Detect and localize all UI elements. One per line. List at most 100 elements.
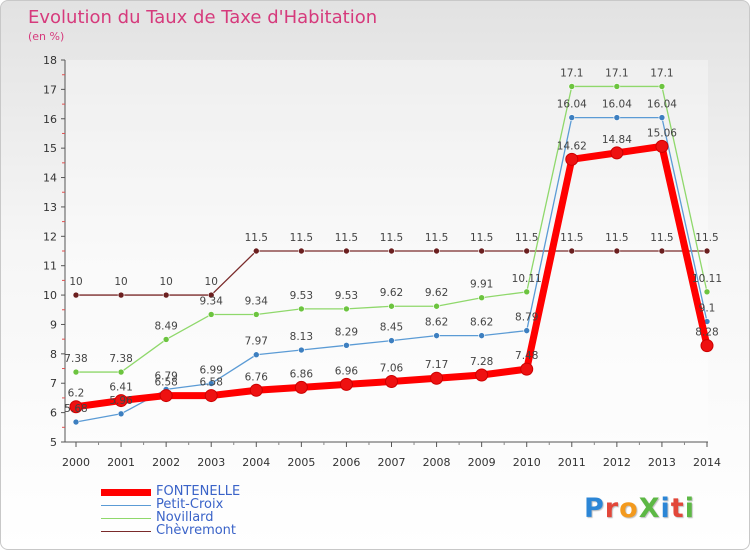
legend-swatch-chevremont — [101, 531, 151, 532]
data-point — [568, 83, 576, 90]
y-tick-label: 7 — [50, 377, 57, 390]
data-label: 6.58 — [200, 377, 223, 389]
data-label: 11.5 — [425, 232, 448, 244]
data-point — [72, 291, 80, 299]
y-tick-label: 18 — [43, 54, 57, 67]
data-point — [523, 327, 531, 334]
data-label: 9.91 — [470, 279, 493, 291]
data-point — [388, 302, 395, 310]
data-label: 8.79 — [515, 312, 538, 324]
data-point — [298, 247, 305, 255]
data-point — [433, 302, 440, 310]
data-point — [207, 311, 215, 318]
data-label: 16.04 — [602, 99, 632, 111]
x-tick-label: 2009 — [468, 456, 496, 469]
data-label: 11.5 — [245, 232, 268, 244]
data-label: 11.5 — [515, 232, 538, 244]
data-label: 10 — [69, 276, 82, 288]
x-tick-label: 2012 — [603, 456, 631, 469]
data-point — [204, 389, 218, 403]
y-tick-label: 14 — [43, 172, 57, 185]
data-point — [72, 368, 80, 376]
data-label: 10 — [205, 276, 218, 288]
x-tick-label: 2014 — [693, 456, 721, 469]
unit-label: (en %) — [28, 30, 65, 43]
data-label: 9.53 — [335, 290, 358, 302]
y-tick-label: 9 — [50, 318, 57, 331]
proxiti-logo: ProXiti — [584, 493, 695, 524]
data-point — [343, 305, 350, 313]
data-label: 10.11 — [512, 273, 542, 285]
y-tick-label: 15 — [43, 142, 57, 155]
y-tick-label: 8 — [50, 348, 57, 361]
data-label: 6.79 — [154, 370, 177, 382]
data-point — [294, 380, 308, 394]
data-label: 7.17 — [425, 359, 448, 371]
data-point — [700, 339, 714, 353]
data-label: 15.06 — [647, 127, 677, 139]
legend-label-fontenelle: FONTENELLE — [156, 484, 241, 499]
data-point — [475, 368, 489, 382]
x-tick-label: 2006 — [332, 456, 360, 469]
data-label: 7.48 — [515, 350, 538, 362]
data-point — [159, 389, 173, 403]
data-point — [252, 351, 260, 359]
data-label: 7.38 — [109, 353, 132, 365]
data-point — [69, 400, 83, 414]
data-label: 10.11 — [692, 273, 722, 285]
y-tick-label: 13 — [43, 201, 57, 214]
logo-letter: o — [619, 493, 639, 524]
x-tick-label: 2002 — [152, 456, 180, 469]
data-label: 7.38 — [64, 353, 87, 365]
data-point — [388, 337, 395, 344]
data-label: 6.86 — [290, 368, 314, 380]
data-point — [523, 288, 531, 296]
data-point — [478, 247, 485, 255]
data-label: 14.62 — [557, 140, 587, 152]
data-label: 17.1 — [605, 67, 628, 79]
x-tick-label: 2008 — [423, 456, 451, 469]
data-label: 9.62 — [425, 287, 448, 299]
data-point — [478, 332, 485, 339]
data-label: 10 — [114, 276, 127, 288]
y-tick-label: 6 — [50, 407, 57, 420]
x-tick-label: 2011 — [558, 456, 586, 469]
data-point — [114, 394, 128, 408]
data-point — [298, 346, 305, 354]
x-tick-label: 2003 — [197, 456, 225, 469]
y-tick-label: 16 — [43, 113, 57, 126]
data-point — [523, 247, 531, 255]
data-point — [655, 139, 669, 153]
data-label: 17.1 — [650, 67, 673, 79]
data-label: 14.84 — [602, 134, 632, 146]
data-label: 11.5 — [335, 232, 358, 244]
logo-letter: P — [584, 493, 605, 524]
data-label: 7.28 — [470, 356, 493, 368]
data-point — [568, 247, 576, 255]
data-label: 5.68 — [64, 403, 87, 415]
legend-label-novillard: Novillard — [156, 510, 214, 525]
data-label: 11.5 — [605, 232, 628, 244]
data-label: 8.13 — [290, 331, 313, 343]
data-point — [478, 294, 485, 302]
data-label: 9.34 — [200, 295, 224, 307]
legend-label-chevremont: Chèvremont — [156, 523, 237, 538]
data-label: 8.62 — [470, 317, 493, 329]
data-point — [565, 152, 579, 166]
chart-title: Evolution du Taux de Taxe d'Habitation — [28, 7, 378, 28]
legend-swatch-petit-croix — [101, 505, 151, 506]
y-tick-label: 5 — [50, 436, 57, 449]
data-point — [658, 114, 666, 121]
logo-letter: i — [660, 493, 671, 524]
data-point — [520, 362, 534, 376]
data-label: 8.49 — [154, 320, 177, 332]
data-point — [72, 418, 80, 426]
data-point — [658, 83, 666, 90]
data-point — [703, 247, 711, 255]
data-point — [249, 383, 263, 397]
data-label: 9.34 — [245, 295, 269, 307]
logo-letter: t — [670, 493, 685, 524]
data-point — [162, 336, 170, 343]
data-point — [207, 291, 215, 299]
